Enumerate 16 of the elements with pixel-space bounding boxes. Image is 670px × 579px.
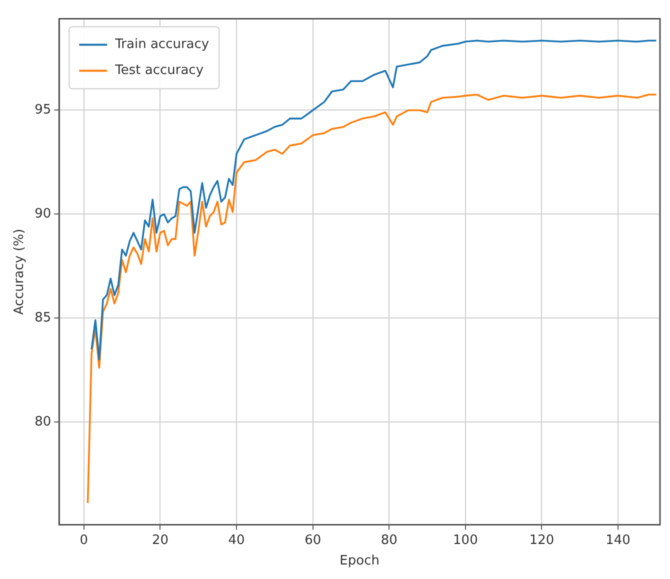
x-tick-label: 0 <box>80 532 88 548</box>
x-tick-label: 120 <box>529 532 554 548</box>
y-tick-label: 85 <box>34 310 52 326</box>
x-axis-title: Epoch <box>340 554 380 569</box>
y-tick-label: 95 <box>34 102 52 118</box>
x-tick-label: 60 <box>304 532 322 548</box>
x-tick-label: 100 <box>453 532 478 548</box>
y-axis-title: Accuracy (%) <box>12 228 28 315</box>
legend-label: Train accuracy <box>114 37 210 52</box>
x-tick-label: 20 <box>152 532 169 548</box>
x-tick-label: 140 <box>606 532 630 548</box>
x-tick-label: 40 <box>228 532 245 548</box>
x-tick-label: 80 <box>380 532 398 548</box>
y-tick-label: 90 <box>34 206 52 222</box>
y-tick-label: 80 <box>34 414 52 430</box>
legend-label: Test accuracy <box>114 63 204 78</box>
